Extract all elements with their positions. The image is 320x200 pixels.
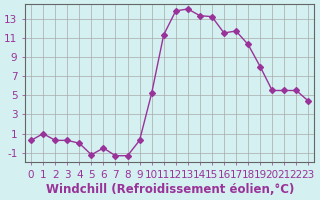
X-axis label: Windchill (Refroidissement éolien,°C): Windchill (Refroidissement éolien,°C)	[45, 183, 294, 196]
